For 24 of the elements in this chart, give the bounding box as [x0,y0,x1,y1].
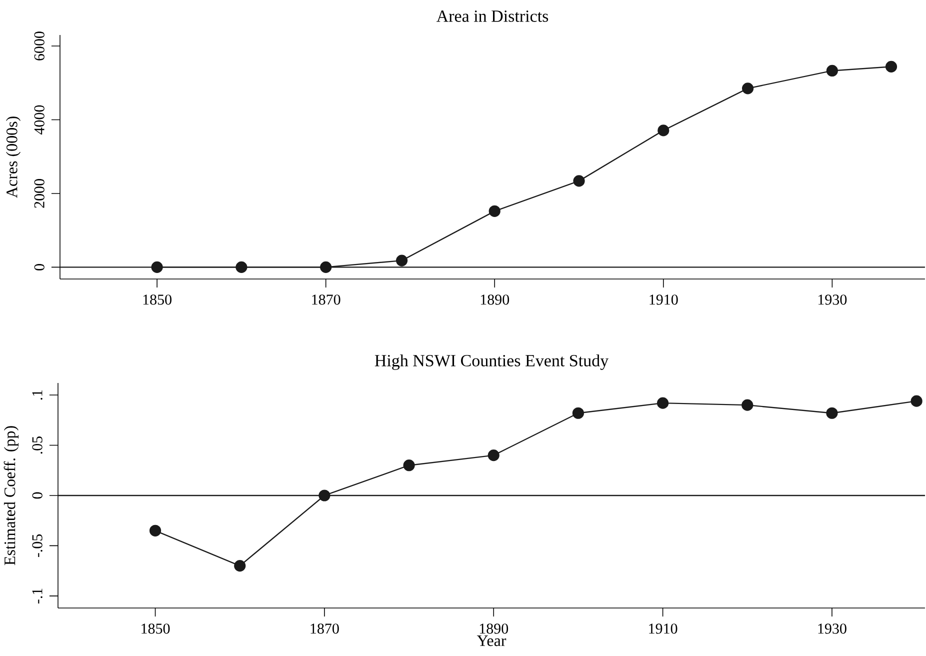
y-tick-label: -.1 [32,588,42,604]
x-tick-label: 1890 [480,624,508,634]
x-tick-label: 1890 [480,294,510,305]
y-tick-label: -.05 [32,534,42,558]
y-tick-label: 0 [34,264,44,270]
x-tick-label: 1910 [650,294,678,305]
y-tick-label: 6000 [34,32,44,60]
y-axis-title: Acres (000s) [6,116,21,198]
y-tick-label: 4000 [34,105,44,134]
y-tick-label: 2000 [34,179,44,208]
x-tick-label: 1910 [649,624,678,634]
x-tick-label: 1850 [143,294,172,305]
x-tick-label: 1930 [818,294,847,305]
x-tick-label: 1870 [312,294,340,305]
chart-title: Area in Districts [436,10,548,22]
y-tick-label: .1 [32,390,42,400]
x-tick-label: 1870 [310,624,339,634]
x-tick-label: 1930 [818,624,846,634]
y-tick-label: .05 [32,436,42,454]
y-tick-label: 0 [32,492,42,499]
x-axis-title: Year [476,635,506,646]
chart-title: High NSWI Counties Event Study [374,354,609,370]
y-axis-title: Estimated Coeff. (pp) [4,426,18,566]
x-tick-label: 1850 [142,624,170,634]
